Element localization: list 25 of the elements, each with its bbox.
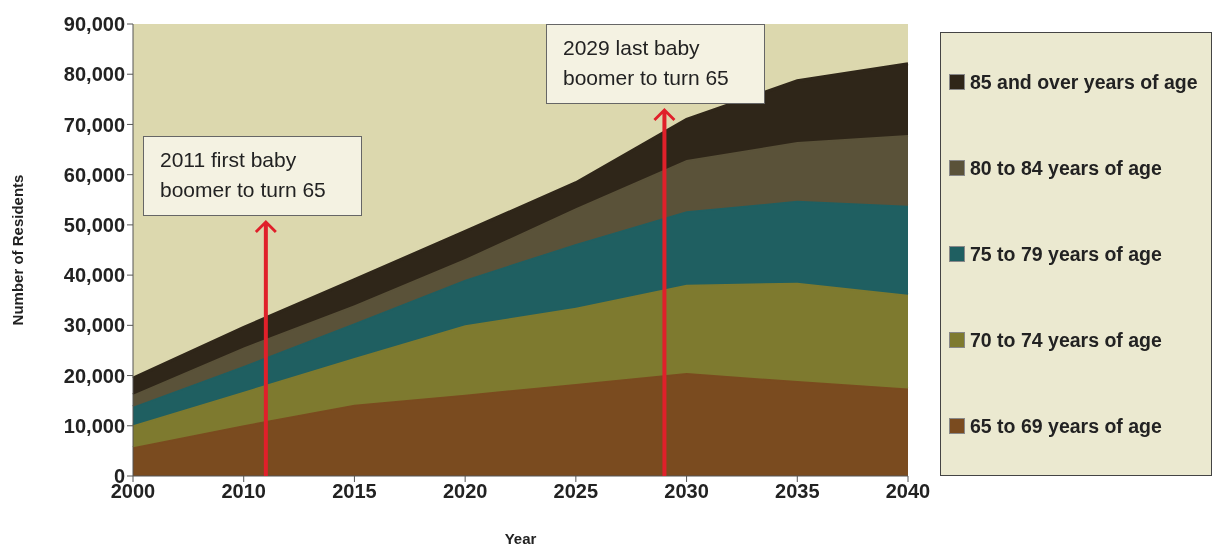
x-tick-label: 2015 [332, 480, 377, 503]
x-tick-label: 2035 [775, 480, 820, 503]
y-tick-label: 40,000 [63, 264, 125, 287]
y-tick-label: 80,000 [63, 63, 125, 86]
legend-label: 85 and over years of age [970, 70, 1198, 94]
x-tick-label: 2030 [664, 480, 709, 503]
y-tick-label: 20,000 [63, 364, 125, 387]
y-tick-label: 60,000 [63, 163, 125, 186]
x-tick-label: 2010 [221, 480, 266, 503]
y-tick-label: 30,000 [63, 314, 125, 337]
x-axis-title: Year [504, 530, 537, 547]
x-tick-label: 2020 [442, 480, 488, 503]
legend-label: 75 to 79 years of age [970, 242, 1162, 266]
legend-label: 80 to 84 years of age [970, 156, 1162, 180]
y-tick-label: 70,000 [63, 113, 125, 136]
annotation: 2029 last baby boomer to turn 65 [546, 24, 765, 104]
legend-label: 65 to 69 years of age [970, 414, 1162, 438]
x-tick-label: 2025 [553, 480, 599, 503]
y-tick-label: 10,000 [63, 414, 125, 437]
y-axis-title: Number of Residents [9, 174, 27, 326]
legend-label: 70 to 74 years of age [970, 328, 1162, 352]
y-tick-label: 90,000 [63, 13, 125, 36]
annotation: 2011 first baby boomer to turn 65 [143, 136, 362, 216]
x-tick-label: 2040 [885, 480, 931, 503]
y-tick-label: 50,000 [63, 213, 125, 236]
